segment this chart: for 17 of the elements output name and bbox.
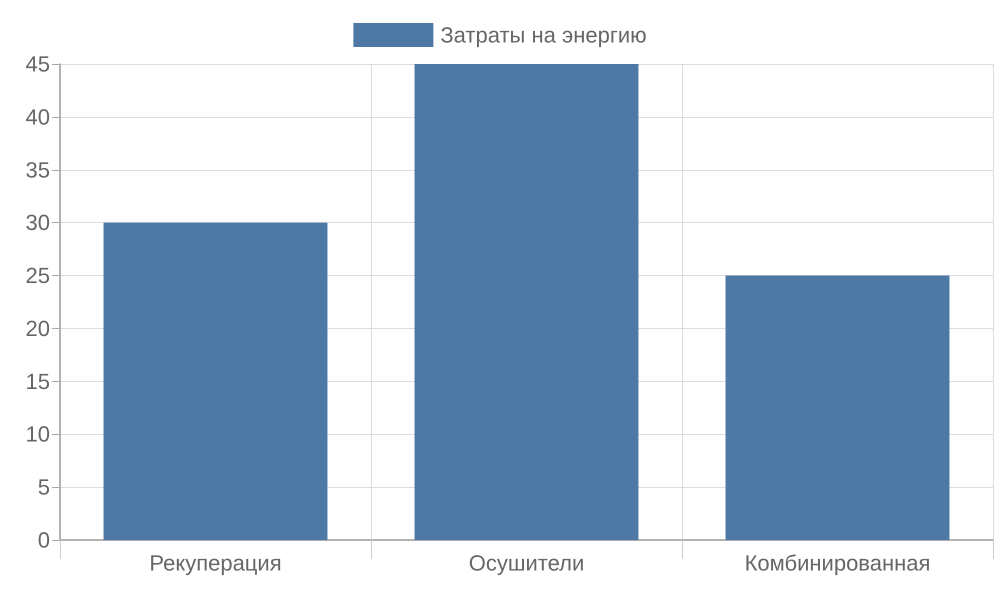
y-tick-label: 0 xyxy=(38,528,50,552)
y-tick-label: 35 xyxy=(26,157,50,182)
y-tick-label: 25 xyxy=(26,263,50,288)
y-tick-label: 45 xyxy=(26,52,50,76)
y-tick-label: 15 xyxy=(26,368,50,394)
y-tick-label: 40 xyxy=(26,104,50,130)
bar xyxy=(414,64,638,540)
y-tick-label: 5 xyxy=(38,474,50,500)
x-tick-label: Рекуперация xyxy=(149,550,282,576)
x-tick-label: Комбинированная xyxy=(744,550,930,576)
legend-label: Затраты на энергию xyxy=(440,22,647,48)
y-tick-label: 10 xyxy=(26,422,50,447)
x-tick-label: Осушители xyxy=(468,550,584,576)
bar xyxy=(726,276,950,540)
bar xyxy=(104,222,328,540)
y-tick-label: 20 xyxy=(26,316,50,341)
y-tick-label: 30 xyxy=(26,210,50,236)
